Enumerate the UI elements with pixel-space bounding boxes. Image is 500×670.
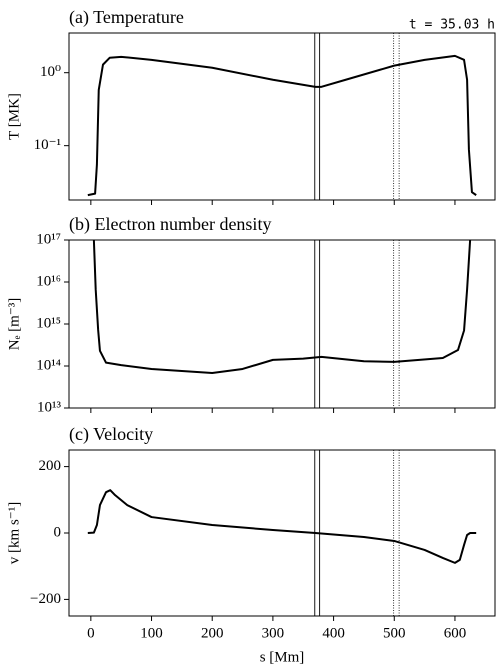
annotation: t = 35.03 h	[409, 18, 495, 33]
plot-frame	[68, 239, 496, 409]
y-tick-label: 10¹⁷	[36, 231, 61, 247]
y-tick-label: 10¹⁵	[36, 315, 61, 331]
y-tick-label: 0	[54, 524, 62, 540]
panel-title: (c) Velocity	[69, 424, 153, 445]
line	[92, 240, 472, 375]
y-tick-label: 10¹⁴	[36, 357, 61, 373]
y-tick-label: 10¹⁶	[36, 273, 61, 289]
x-tick-label: 500	[383, 625, 406, 641]
x-tick-label: 200	[201, 625, 224, 641]
y-tick-label: −200	[30, 591, 61, 607]
y-tick-label: 10¹³	[37, 399, 61, 415]
y-tick-label: 10⁻¹	[34, 137, 61, 153]
panel: (a) Temperature t = 35.03 h T [MK] 10⁰ 10⁻¹	[6, 7, 496, 205]
y-axis-label: v [km s⁻¹]	[6, 502, 22, 564]
x-tick-label: 400	[322, 625, 345, 641]
line	[87, 54, 477, 197]
x-tick-label: 300	[262, 625, 285, 641]
plot-frame	[68, 32, 496, 201]
y-tick-label: 200	[39, 458, 62, 474]
line	[87, 489, 477, 564]
x-tick-label: 600	[444, 625, 467, 641]
y-axis-label: Nₑ [m⁻³]	[6, 298, 22, 351]
panel-title: (b) Electron number density	[69, 214, 271, 235]
panel-title: (a) Temperature	[69, 7, 184, 28]
plot-frame	[68, 449, 496, 617]
x-axis-label: s [Mm]	[260, 649, 305, 665]
panel: (c) Velocity v [km s⁻¹] s [Mm] 0 100 200 300 40…	[6, 424, 496, 665]
y-axis-label: T [MK]	[6, 93, 22, 140]
x-tick-label: 100	[140, 625, 163, 641]
y-tick-label: 10⁰	[40, 64, 61, 80]
panel: (b) Electron number density Nₑ [m⁻³] 10¹⁷ 1…	[6, 214, 496, 415]
x-tick-label: 0	[87, 625, 95, 641]
